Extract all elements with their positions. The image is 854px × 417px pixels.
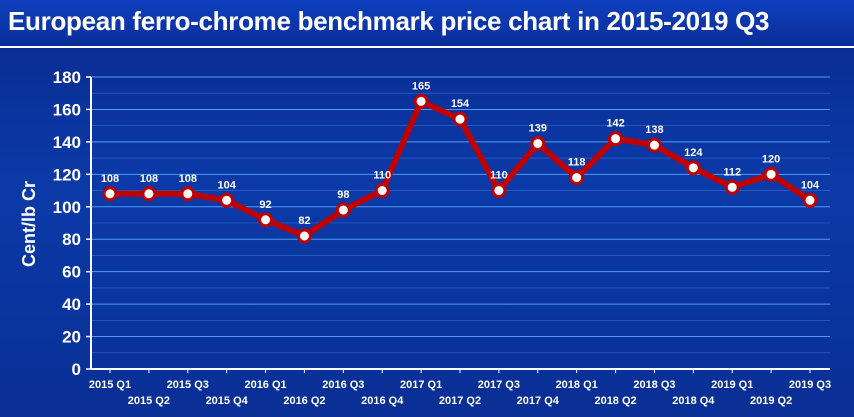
x-tick-label: 2017 Q4	[517, 395, 560, 407]
x-tick-label: 2017 Q1	[400, 379, 442, 391]
x-tick-label: 2019 Q3	[789, 379, 831, 391]
y-tick-label: 100	[53, 198, 81, 217]
x-tick-label: 2018 Q4	[672, 395, 715, 407]
y-tick-label: 40	[62, 295, 81, 314]
data-point	[141, 186, 157, 202]
data-label: 110	[490, 170, 508, 182]
data-label: 82	[298, 215, 310, 227]
data-label: 104	[217, 179, 236, 191]
y-axis-label: Cent/lb Cr	[19, 181, 39, 267]
data-point	[491, 183, 507, 199]
x-tick-label: 2019 Q1	[711, 379, 753, 391]
x-tick-label: 2015 Q4	[206, 395, 249, 407]
x-tick-label: 2019 Q2	[750, 395, 792, 407]
data-label: 110	[373, 170, 391, 182]
data-label: 92	[259, 199, 271, 211]
data-point	[258, 212, 274, 228]
data-label: 108	[140, 173, 158, 185]
data-label: 165	[412, 80, 430, 92]
y-tick-label: 60	[62, 263, 81, 282]
data-label: 104	[801, 179, 820, 191]
x-tick-label: 2016 Q3	[322, 379, 364, 391]
x-tick-label: 2015 Q3	[167, 379, 209, 391]
data-label: 154	[451, 98, 470, 110]
data-label: 108	[179, 173, 197, 185]
data-label: 124	[684, 147, 703, 159]
y-tick-label: 20	[62, 328, 81, 347]
data-point	[569, 170, 585, 186]
y-tick-label: 120	[53, 165, 81, 184]
data-point	[452, 111, 468, 127]
y-tick-label: 180	[53, 68, 81, 87]
x-tick-label: 2018 Q3	[633, 379, 675, 391]
data-label: 118	[568, 157, 586, 169]
data-point	[724, 179, 740, 195]
x-tick-label: 2016 Q4	[361, 395, 404, 407]
data-label: 142	[606, 118, 624, 130]
x-tick-label: 2018 Q2	[594, 395, 636, 407]
x-tick-label: 2016 Q1	[244, 379, 286, 391]
x-tick-label: 2018 Q1	[556, 379, 598, 391]
data-point	[102, 186, 118, 202]
data-point	[646, 137, 662, 153]
data-label: 98	[337, 189, 349, 201]
x-tick-label: 2015 Q2	[128, 395, 170, 407]
title-bar: European ferro-chrome benchmark price ch…	[0, 0, 854, 48]
x-tick-label: 2015 Q1	[89, 379, 131, 391]
data-point	[374, 183, 390, 199]
data-label: 108	[101, 173, 119, 185]
data-point	[219, 192, 235, 208]
data-label: 120	[762, 153, 780, 165]
data-point	[413, 93, 429, 109]
data-point	[296, 228, 312, 244]
data-point	[802, 192, 818, 208]
x-tick-label: 2017 Q3	[478, 379, 520, 391]
data-point	[685, 160, 701, 176]
x-tick-label: 2017 Q2	[439, 395, 481, 407]
y-tick-label: 0	[72, 360, 81, 379]
data-label: 138	[645, 124, 663, 136]
x-tick-label: 2016 Q2	[283, 395, 325, 407]
data-label: 112	[723, 166, 741, 178]
y-tick-label: 160	[53, 100, 81, 119]
data-label: 139	[529, 123, 547, 135]
y-tick-label: 80	[62, 230, 81, 249]
data-point	[335, 202, 351, 218]
chart-title: European ferro-chrome benchmark price ch…	[8, 6, 770, 36]
data-point	[530, 136, 546, 152]
data-point	[180, 186, 196, 202]
y-tick-label: 140	[53, 133, 81, 152]
data-point	[763, 166, 779, 182]
data-point	[608, 131, 624, 147]
